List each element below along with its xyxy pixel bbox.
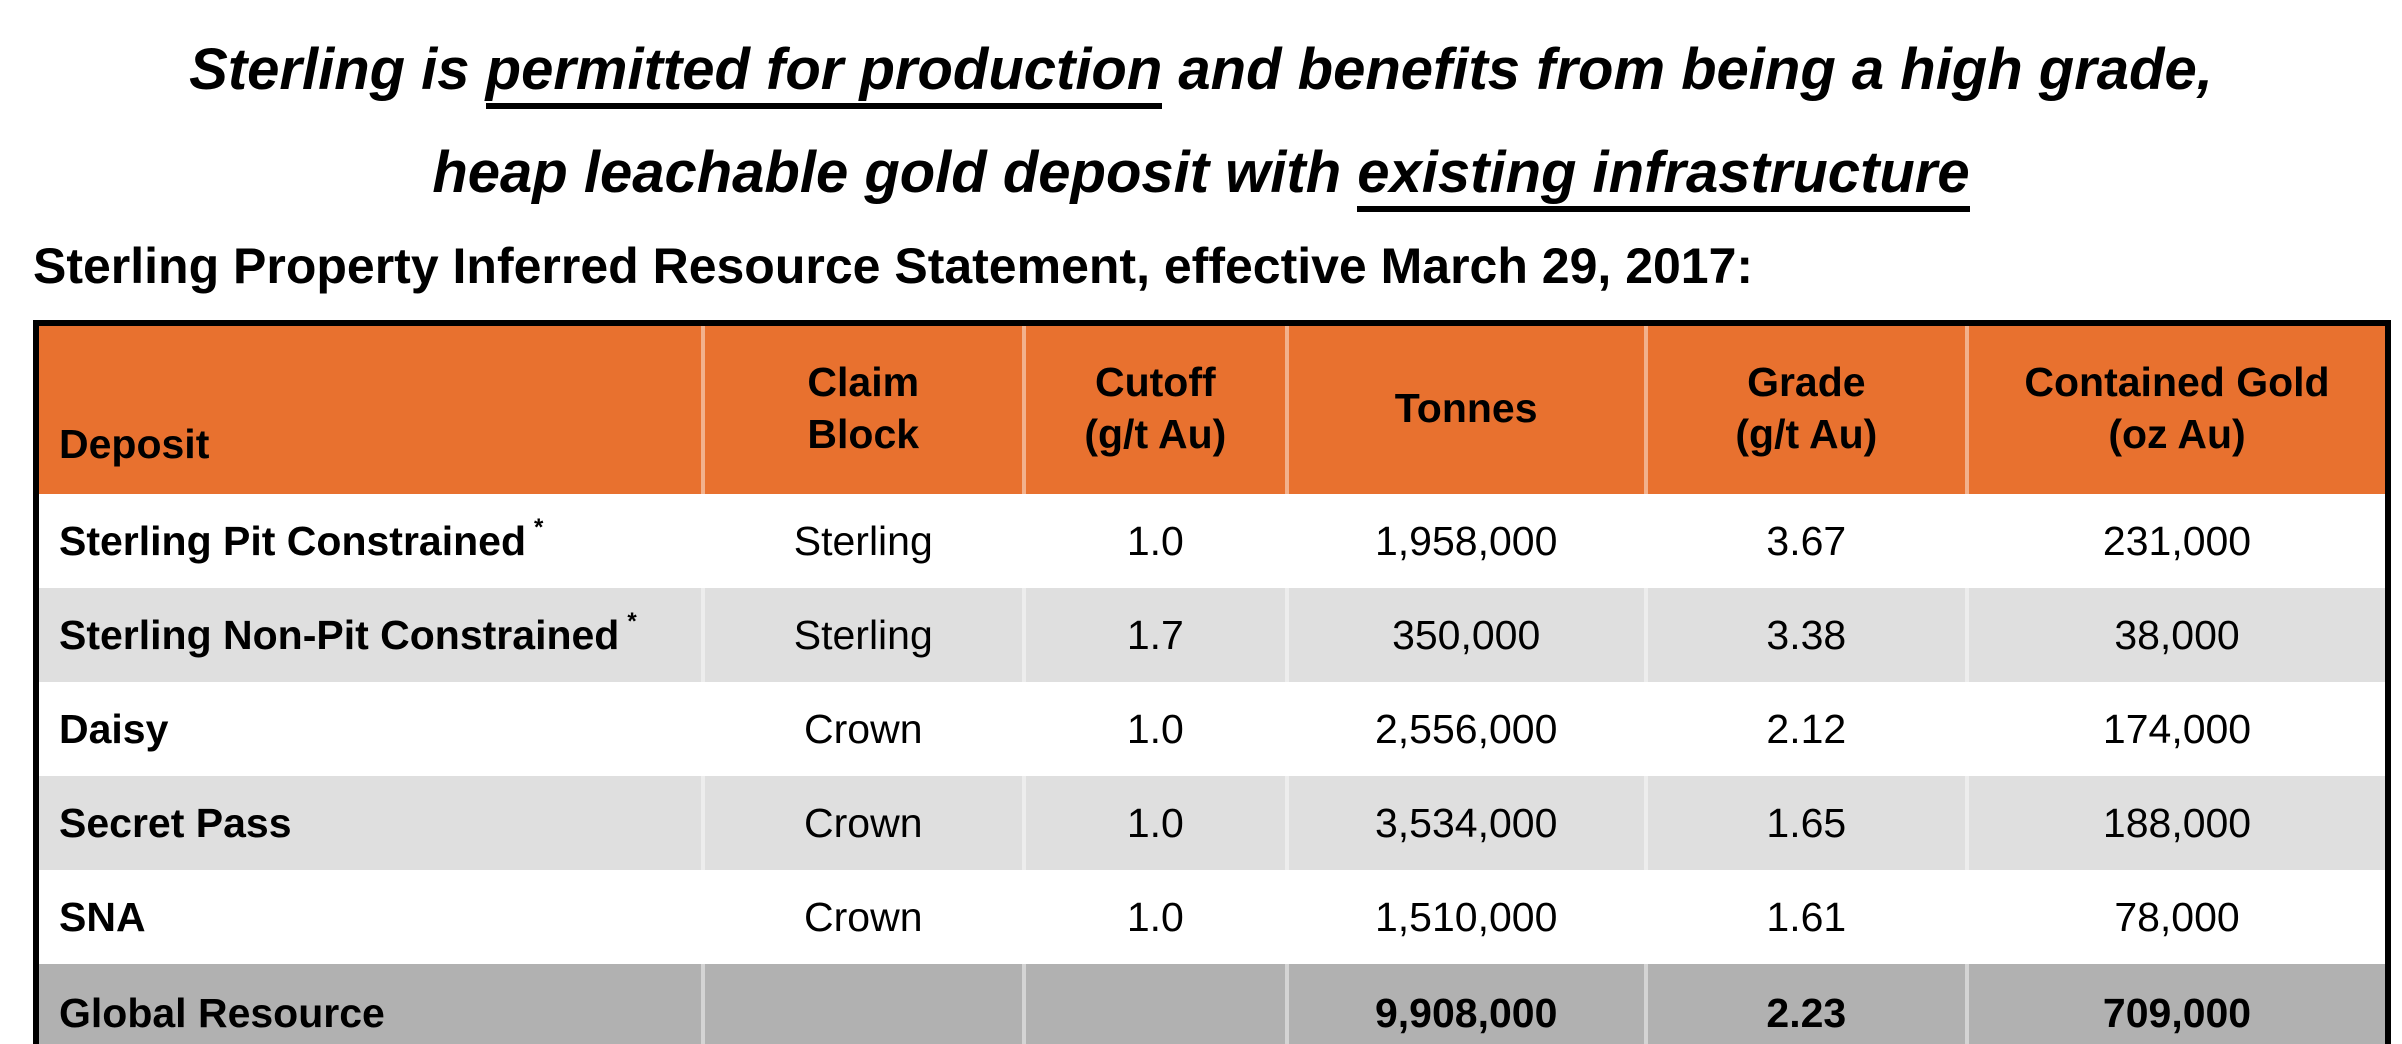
table-header-row: Deposit Claim Block Cutoff (g/t Au) Tonnes… <box>39 326 2385 494</box>
deposit-name: Sterling Non-Pit Constrained <box>59 611 620 658</box>
claim-block-cell: Crown <box>700 682 1022 776</box>
column-header-tonnes: Tonnes <box>1284 326 1644 494</box>
column-header-claim-block: Claim Block <box>700 326 1022 494</box>
tonnes-cell: 1,510,000 <box>1284 870 1644 964</box>
grade-cell: 2.12 <box>1643 682 1966 776</box>
grade-cell: 1.65 <box>1643 776 1966 870</box>
cutoff-cell: 1.0 <box>1021 870 1285 964</box>
table-row: Daisy Crown 1.0 2,556,000 2.12 174,000 <box>39 682 2385 776</box>
cutoff-cell: 1.0 <box>1021 682 1285 776</box>
resource-table-frame: Deposit Claim Block Cutoff (g/t Au) Tonnes… <box>33 320 2391 1044</box>
cutoff-cell: 1.0 <box>1021 494 1285 588</box>
title-text: heap leachable gold deposit with <box>432 140 1358 205</box>
deposit-name: Daisy <box>59 705 169 752</box>
claim-block-cell: Crown <box>700 870 1022 964</box>
footnote-asterisk: * <box>627 607 637 635</box>
resource-table: Deposit Claim Block Cutoff (g/t Au) Tonnes… <box>39 326 2385 1044</box>
cutoff-cell: 1.7 <box>1021 588 1285 682</box>
table-caption: Sterling Property Inferred Resource Stat… <box>33 238 1754 294</box>
header-line: Block <box>807 411 920 457</box>
tonnes-cell: 1,958,000 <box>1284 494 1644 588</box>
footnote-asterisk: * <box>534 513 544 541</box>
header-line: Deposit <box>59 421 210 467</box>
header-line: Contained Gold <box>2024 359 2330 405</box>
claim-block-cell <box>700 964 1022 1044</box>
deposit-name: SNA <box>59 893 146 940</box>
deposit-cell: SNA <box>39 870 701 964</box>
header-line: (g/t Au) <box>1735 411 1878 457</box>
title-line-1: Sterling is permitted for production and… <box>0 18 2402 121</box>
deposit-cell: Sterling Pit Constrained * <box>39 494 701 588</box>
contained-gold-cell: 78,000 <box>1965 870 2385 964</box>
cutoff-cell <box>1021 964 1285 1044</box>
header-line: (oz Au) <box>2108 411 2246 457</box>
header-line: Tonnes <box>1394 385 1538 431</box>
contained-gold-cell: 231,000 <box>1965 494 2385 588</box>
title-underlined-text: permitted for production <box>485 37 1163 109</box>
claim-block-cell: Sterling <box>700 494 1022 588</box>
contained-gold-cell: 188,000 <box>1965 776 2385 870</box>
title-text: Sterling is <box>189 37 486 102</box>
table-row: Secret Pass Crown 1.0 3,534,000 1.65 188… <box>39 776 2385 870</box>
deposit-cell: Sterling Non-Pit Constrained * <box>39 588 701 682</box>
header-line: Cutoff <box>1094 359 1216 405</box>
tonnes-cell: 3,534,000 <box>1284 776 1644 870</box>
contained-gold-cell: 38,000 <box>1965 588 2385 682</box>
grade-cell: 3.67 <box>1643 494 1966 588</box>
header-line: Grade <box>1747 359 1866 405</box>
header-line: (g/t Au) <box>1084 411 1227 457</box>
column-header-contained-gold: Contained Gold (oz Au) <box>1965 326 2385 494</box>
column-header-grade: Grade (g/t Au) <box>1643 326 1966 494</box>
deposit-cell: Daisy <box>39 682 701 776</box>
claim-block-cell: Crown <box>700 776 1022 870</box>
title-text: and benefits from being a high grade, <box>1162 37 2213 102</box>
tonnes-cell: 350,000 <box>1284 588 1644 682</box>
tonnes-cell: 2,556,000 <box>1284 682 1644 776</box>
title-underlined-text: existing infrastructure <box>1357 140 1970 212</box>
grade-cell: 1.61 <box>1643 870 1966 964</box>
claim-block-cell: Sterling <box>700 588 1022 682</box>
deposit-cell: Secret Pass <box>39 776 701 870</box>
cutoff-cell: 1.0 <box>1021 776 1285 870</box>
tonnes-cell: 9,908,000 <box>1284 964 1644 1044</box>
grade-cell: 2.23 <box>1643 964 1966 1044</box>
table-row: SNA Crown 1.0 1,510,000 1.61 78,000 <box>39 870 2385 964</box>
column-header-deposit: Deposit <box>39 326 701 494</box>
title-line-2: heap leachable gold deposit with existin… <box>0 121 2402 224</box>
deposit-name: Secret Pass <box>59 799 292 846</box>
deposit-cell: Global Resource <box>39 964 701 1044</box>
table-row: Sterling Non-Pit Constrained * Sterling 1… <box>39 588 2385 682</box>
deposit-name: Sterling Pit Constrained <box>59 517 526 564</box>
table-row-total: Global Resource 9,908,000 2.23 709,000 <box>39 964 2385 1044</box>
column-header-cutoff: Cutoff (g/t Au) <box>1021 326 1285 494</box>
slide-title: Sterling is permitted for production and… <box>0 0 2402 224</box>
table-row: Sterling Pit Constrained * Sterling 1.0 1… <box>39 494 2385 588</box>
deposit-name: Global Resource <box>59 989 385 1036</box>
grade-cell: 3.38 <box>1643 588 1966 682</box>
contained-gold-cell: 709,000 <box>1965 964 2385 1044</box>
header-line: Claim <box>807 359 920 405</box>
contained-gold-cell: 174,000 <box>1965 682 2385 776</box>
